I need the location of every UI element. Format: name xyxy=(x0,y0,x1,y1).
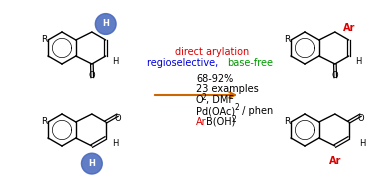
Text: Ar: Ar xyxy=(329,156,341,166)
Text: R: R xyxy=(284,36,290,44)
Text: Ar: Ar xyxy=(196,117,206,127)
Text: H: H xyxy=(359,139,366,148)
Text: H: H xyxy=(112,57,119,66)
Text: regioselective,: regioselective, xyxy=(147,58,221,68)
Text: Pd(OAc): Pd(OAc) xyxy=(196,106,235,116)
Text: 2: 2 xyxy=(232,115,237,123)
Text: O: O xyxy=(114,114,121,123)
Text: O: O xyxy=(196,95,203,105)
Text: H: H xyxy=(89,159,95,168)
Text: R: R xyxy=(41,118,47,126)
Text: direct arylation: direct arylation xyxy=(175,47,249,57)
Text: , DMF: , DMF xyxy=(206,95,234,105)
Text: Ar: Ar xyxy=(343,23,355,33)
Circle shape xyxy=(81,153,102,174)
Text: O: O xyxy=(89,71,96,80)
Text: base-free: base-free xyxy=(227,58,273,68)
Text: B(OH): B(OH) xyxy=(206,117,235,127)
Circle shape xyxy=(95,14,116,34)
Text: H: H xyxy=(102,19,109,29)
Text: R: R xyxy=(41,36,47,44)
Text: / phen: / phen xyxy=(239,106,273,116)
Text: O: O xyxy=(332,71,339,80)
Text: H: H xyxy=(112,139,119,148)
Text: O: O xyxy=(357,114,364,123)
Text: 23 examples: 23 examples xyxy=(196,84,259,94)
Text: 68-92%: 68-92% xyxy=(196,74,233,84)
Text: 2: 2 xyxy=(235,104,240,112)
Text: R: R xyxy=(284,118,290,126)
Text: 2: 2 xyxy=(202,93,207,102)
Text: H: H xyxy=(355,57,362,66)
